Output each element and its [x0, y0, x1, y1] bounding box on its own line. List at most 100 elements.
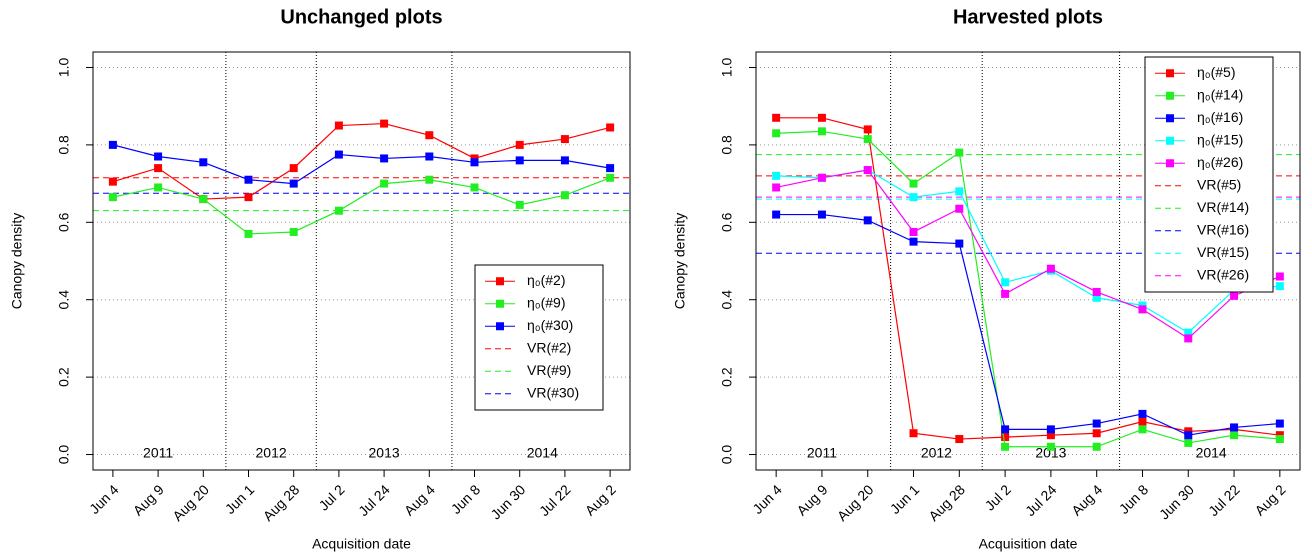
- data-point: [199, 158, 208, 167]
- data-point: [244, 229, 253, 238]
- data-point: [380, 179, 389, 188]
- data-point: [1046, 442, 1055, 451]
- y-axis-label: Canopy density: [672, 213, 688, 310]
- legend-label: η₀(#5): [1197, 64, 1236, 80]
- y-tick-label: 0.0: [56, 445, 72, 465]
- panel: Unchanged plots Acquisition date Canopy de…: [9, 6, 631, 552]
- y-axis-label: Canopy density: [9, 213, 25, 310]
- data-point: [1092, 419, 1101, 428]
- data-point: [1001, 442, 1010, 451]
- series-line: [776, 213, 1280, 436]
- legend-label: η₀(#15): [1197, 131, 1243, 147]
- data-point: [108, 140, 117, 149]
- data-point: [154, 164, 163, 173]
- legend-marker: [496, 299, 504, 308]
- x-tick-label: Aug 28: [260, 481, 303, 524]
- data-point: [955, 239, 964, 248]
- year-label: 2011: [143, 445, 173, 461]
- data-point: [817, 113, 826, 122]
- data-point: [909, 237, 918, 246]
- data-point: [1184, 334, 1193, 343]
- year-label: 2013: [1035, 445, 1066, 461]
- data-point: [1046, 425, 1055, 434]
- chart-title: Harvested plots: [953, 6, 1103, 28]
- series-line: [776, 169, 1281, 340]
- data-point: [1275, 419, 1284, 428]
- data-point: [425, 131, 434, 140]
- data-point: [772, 210, 781, 219]
- x-tick-label: Aug 4: [1068, 481, 1105, 518]
- series-line: [776, 117, 1280, 440]
- data-point: [1001, 289, 1010, 298]
- legend-label: VR(#14): [1197, 199, 1249, 215]
- y-tick-label: 0.8: [719, 135, 735, 155]
- data-point: [1092, 293, 1101, 302]
- data-point: [955, 435, 964, 444]
- year-label: 2012: [256, 445, 287, 461]
- legend: η₀(#2) η₀(#9) η₀(#30) VR(#2) VR(#9) VR(#30): [474, 264, 604, 411]
- data-point: [1001, 433, 1010, 442]
- legend-label: η₀(#9): [527, 294, 566, 310]
- data-point: [1092, 442, 1101, 451]
- y-tick-label: 0.4: [719, 290, 735, 310]
- legend-label: VR(#9): [527, 362, 571, 378]
- chart-title: Unchanged plots: [280, 6, 442, 28]
- data-point: [1046, 264, 1055, 273]
- series-line: [776, 130, 1280, 448]
- x-tick-label: Jul 2: [982, 481, 1014, 513]
- plot-frame: [755, 51, 1301, 471]
- x-tick-label: Jun 8: [448, 481, 484, 517]
- x-tick-label: Aug 4: [401, 481, 438, 518]
- data-point: [863, 216, 872, 225]
- x-tick-label: Aug 28: [925, 481, 968, 524]
- data-point: [244, 193, 253, 202]
- data-point: [334, 150, 343, 159]
- legend-label: η₀(#14): [1197, 86, 1243, 102]
- legend-box: [474, 264, 604, 411]
- x-tick-label: Jul 2: [315, 481, 347, 513]
- data-point: [289, 179, 298, 188]
- data-point: [380, 154, 389, 163]
- data-point: [606, 164, 615, 173]
- data-point: [817, 173, 826, 182]
- data-point: [863, 166, 872, 175]
- legend-label: η₀(#16): [1197, 109, 1243, 125]
- data-point: [199, 195, 208, 204]
- data-point: [1184, 431, 1193, 440]
- y-tick-label: 1.0: [56, 58, 72, 78]
- x-tick-label: Aug 9: [130, 481, 167, 518]
- data-point: [1138, 417, 1147, 426]
- data-point: [108, 193, 117, 202]
- data-point: [560, 156, 569, 165]
- y-tick-label: 0.6: [719, 212, 735, 232]
- legend-marker: [1166, 159, 1174, 168]
- x-tick-label: Jun 1: [887, 481, 923, 517]
- plot-frame: [92, 51, 631, 471]
- year-label: 2014: [527, 445, 558, 461]
- data-point: [108, 177, 117, 186]
- data-point: [606, 173, 615, 182]
- data-point: [515, 156, 524, 165]
- data-point: [955, 187, 964, 196]
- x-tick-label: Jun 4: [86, 481, 122, 517]
- data-point: [470, 183, 479, 192]
- x-tick-label: Jul 24: [355, 481, 393, 519]
- series-line: [112, 144, 611, 185]
- series-line: [112, 177, 611, 235]
- x-tick-label: Jun 4: [749, 481, 785, 517]
- data-point: [1001, 278, 1010, 287]
- year-label: 2013: [369, 445, 400, 461]
- data-point: [817, 210, 826, 219]
- legend-label: VR(#16): [1197, 221, 1249, 237]
- data-point: [1092, 287, 1101, 296]
- data-point: [606, 123, 615, 132]
- data-point: [1092, 429, 1101, 438]
- y-tick-label: 0.6: [56, 212, 72, 232]
- data-point: [154, 152, 163, 161]
- x-axis-label: Acquisition date: [979, 536, 1078, 552]
- data-point: [515, 200, 524, 209]
- data-point: [1046, 431, 1055, 440]
- data-point: [772, 171, 781, 180]
- data-point: [909, 227, 918, 236]
